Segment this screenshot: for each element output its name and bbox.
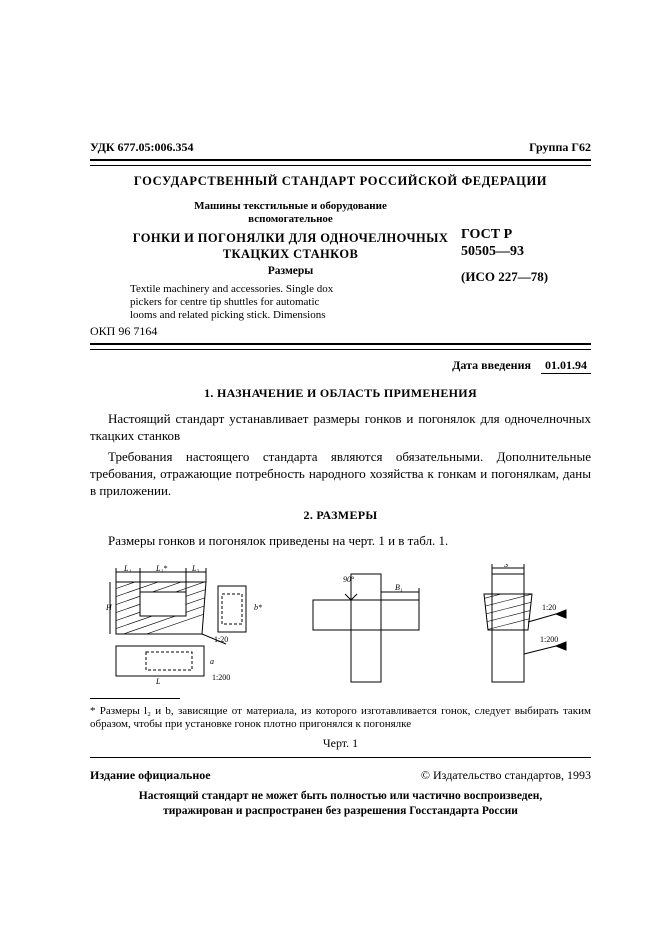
footnote-separator (90, 698, 180, 699)
diagram-1: L₁ L₂* L₃ H b* a L 1:20 1:200 (106, 564, 266, 684)
diagram-2: 90° B₁ (305, 564, 430, 684)
svg-text:L₁: L₁ (123, 564, 131, 573)
section2-heading: 2. РАЗМЕРЫ (90, 508, 591, 523)
double-rule-mid (90, 343, 591, 350)
thin-rule-bottom (90, 757, 591, 758)
title-sub1: Машины текстильные и оборудование вспомо… (130, 200, 451, 228)
svg-text:S: S (504, 564, 508, 569)
intro-date-row: Дата введения 01.01.94 (90, 358, 591, 374)
title-sub2: Размеры (130, 264, 451, 278)
svg-text:a: a (210, 657, 214, 666)
title-main: ГОНКИ И ПОГОНЯЛКИ ДЛЯ ОДНОЧЕЛНОЧНЫХ ТКАЦ… (130, 231, 451, 262)
gost-label: ГОСТ Р (461, 226, 591, 244)
udk-code: УДК 677.05:006.354 (90, 140, 194, 155)
svg-text:L: L (155, 677, 161, 684)
title-left: Машины текстильные и оборудование вспомо… (90, 200, 461, 323)
svg-text:b*: b* (254, 603, 262, 612)
section1-p1: Настоящий стандарт устанавливает размеры… (90, 411, 591, 445)
svg-text:L₃: L₃ (191, 564, 199, 573)
gost-number: 50505—93 (461, 243, 591, 261)
section1-p2: Требования настоящего стандарта являются… (90, 449, 591, 500)
page: УДК 677.05:006.354 Группа Г62 ГОСУДАРСТВ… (0, 0, 661, 935)
svg-text:1:200: 1:200 (212, 673, 230, 682)
diagram-3: S 1:20 1:200 (470, 564, 575, 684)
iso-ref: (ИСО 227—78) (461, 269, 591, 285)
svg-text:1:20: 1:20 (214, 635, 228, 644)
intro-date-label: Дата введения (452, 358, 531, 373)
group-code: Группа Г62 (529, 140, 591, 155)
header-row: УДК 677.05:006.354 Группа Г62 (90, 140, 591, 155)
figure-caption: Черт. 1 (90, 736, 591, 751)
title-right: ГОСТ Р 50505—93 (ИСО 227—78) (461, 200, 591, 285)
svg-text:B₁: B₁ (395, 583, 403, 592)
section1-heading: 1. НАЗНАЧЕНИЕ И ОБЛАСТЬ ПРИМЕНЕНИЯ (90, 386, 591, 401)
okp-code: ОКП 96 7164 (90, 324, 591, 339)
svg-text:90°: 90° (343, 575, 355, 584)
bottom-row: Издание официальное © Издательство станд… (90, 768, 591, 783)
footnote-text: * Размеры l₂ и b, зависящие от материала… (90, 705, 591, 733)
svg-text:L₂*: L₂* (155, 564, 167, 573)
legal-notice: Настоящий стандарт не может быть полност… (90, 789, 591, 818)
state-standard-headline: ГОСУДАРСТВЕННЫЙ СТАНДАРТ РОССИЙСКОЙ ФЕДЕ… (90, 174, 591, 190)
title-english: Textile machinery and accessories. Singl… (130, 283, 451, 323)
intro-date-value: 01.01.94 (541, 358, 591, 374)
figure-row: L₁ L₂* L₃ H b* a L 1:20 1:200 (90, 564, 591, 684)
double-rule-top (90, 159, 591, 166)
svg-text:H: H (106, 603, 113, 612)
official-edition: Издание официальное (90, 768, 211, 783)
copyright: © Издательство стандартов, 1993 (421, 768, 591, 783)
title-block: Машины текстильные и оборудование вспомо… (90, 200, 591, 323)
svg-text:1:200: 1:200 (540, 635, 558, 644)
svg-text:1:20: 1:20 (542, 603, 556, 612)
section2-p1: Размеры гонков и погонялок приведены на … (90, 533, 591, 550)
